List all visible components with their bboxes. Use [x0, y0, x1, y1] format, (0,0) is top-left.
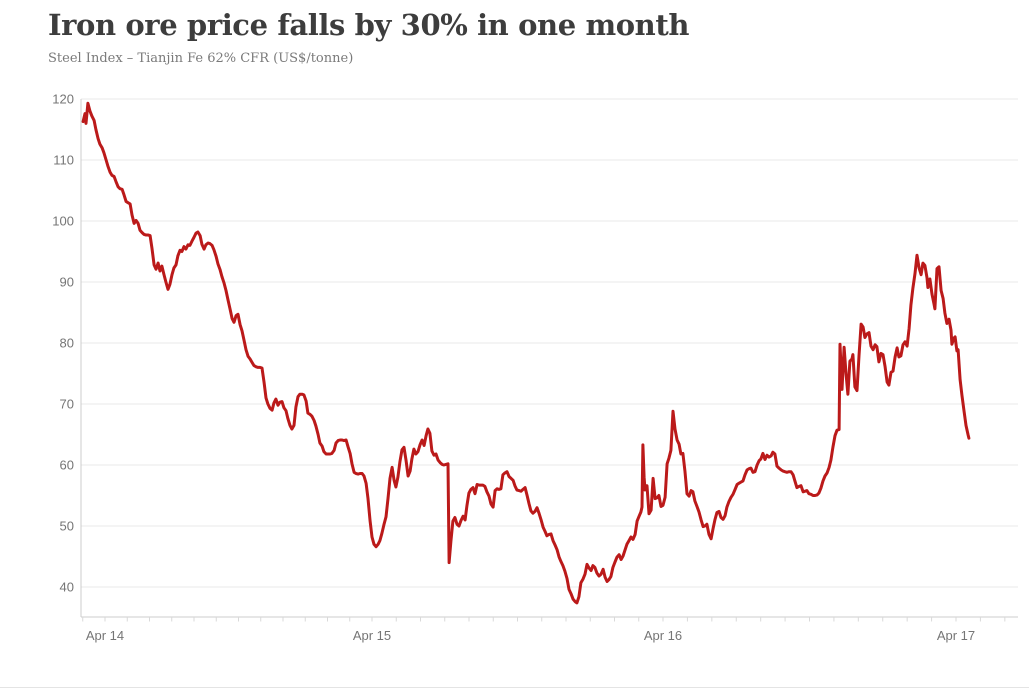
x-axis-label: Apr 15 — [353, 628, 391, 643]
y-axis-label: 80 — [60, 336, 74, 351]
y-axis-label: 120 — [52, 92, 74, 107]
y-axis-label: 50 — [60, 519, 74, 534]
y-axis-label: 70 — [60, 397, 74, 412]
x-axis-label: Apr 14 — [86, 628, 124, 643]
x-axis-label: Apr 17 — [937, 628, 975, 643]
chart-header: Iron ore price falls by 30% in one month… — [48, 6, 689, 66]
y-axis-label: 110 — [53, 153, 74, 168]
price-line — [81, 101, 971, 605]
y-axis-label: 60 — [60, 458, 74, 473]
page-title: Iron ore price falls by 30% in one month — [48, 8, 690, 42]
y-axis-label: 40 — [60, 580, 74, 595]
y-axis-label: 90 — [60, 275, 74, 290]
x-axis-label: Apr 16 — [644, 628, 682, 643]
chart-subtitle: Steel Index – Tianjin Fe 62% CFR (US$/to… — [48, 51, 354, 67]
y-axis-label: 100 — [52, 214, 74, 229]
